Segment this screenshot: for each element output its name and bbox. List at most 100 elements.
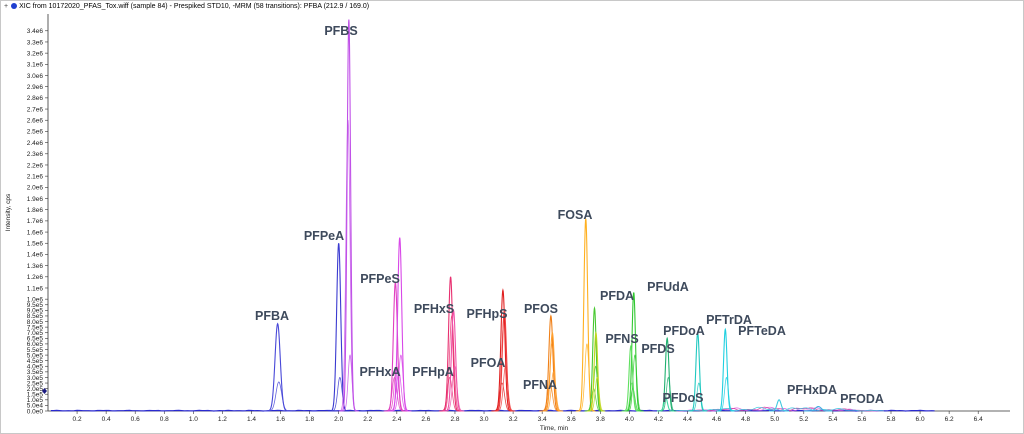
y-tick-label: 7.0e5 bbox=[27, 330, 44, 337]
y-tick-label: 2.8e6 bbox=[27, 95, 44, 102]
peak-trace bbox=[624, 354, 644, 412]
x-tick-label: 2.4 bbox=[392, 416, 401, 423]
peak-label-fosa: FOSA bbox=[558, 208, 593, 222]
y-tick-label: 2.3e6 bbox=[27, 151, 44, 158]
peak-label-pfba: PFBA bbox=[255, 309, 289, 323]
peak-label-pfhxs: PFHxS bbox=[414, 302, 454, 316]
y-tick-label: 1.2e6 bbox=[27, 274, 44, 281]
peak-label-pfuda: PFUdA bbox=[647, 280, 689, 294]
y-tick-label: 2.0e5 bbox=[27, 386, 44, 393]
peak-trace bbox=[387, 371, 412, 412]
y-tick-label: 2.1e6 bbox=[27, 173, 44, 180]
peak-label-pftrda: PFTrDA bbox=[706, 313, 752, 327]
x-tick-label: 2.2 bbox=[363, 416, 372, 423]
x-tick-label: 3.0 bbox=[480, 416, 489, 423]
x-tick-label: 4.2 bbox=[654, 416, 663, 423]
x-tick-label: 1.8 bbox=[305, 416, 314, 423]
peak-label-pfpea: PFPeA bbox=[304, 229, 344, 243]
peak-trace bbox=[716, 327, 734, 412]
y-tick-label: 2.9e6 bbox=[27, 84, 44, 91]
peak-trace bbox=[327, 376, 350, 412]
peak-label-pfna: PFNA bbox=[523, 378, 557, 392]
x-tick-label: 2.0 bbox=[334, 416, 343, 423]
y-tick-label: 1.3e6 bbox=[27, 263, 44, 270]
y-tick-label: 3.0e6 bbox=[27, 73, 44, 80]
y-tick-label: 1.8e6 bbox=[27, 207, 44, 214]
peak-label-group: PFBA PFPeA PFBS PFPeS PFHxA PFHxS PFHpA PFHpS PF… bbox=[255, 24, 884, 406]
y-tick-label: 2.5e5 bbox=[27, 380, 44, 387]
peak-label-pfteda: PFTeDA bbox=[738, 324, 786, 338]
x-tick-label: 6.2 bbox=[945, 416, 954, 423]
x-tick-label: 2.6 bbox=[421, 416, 430, 423]
peak-label-pfhxda: PFHxDA bbox=[787, 383, 837, 397]
x-tick-label: 5.4 bbox=[828, 416, 837, 423]
peak-trace bbox=[541, 371, 564, 412]
peak-trace bbox=[383, 376, 408, 412]
y-tick-label: 1.7e6 bbox=[27, 218, 44, 225]
y-tick-label: 2.5e6 bbox=[27, 129, 44, 136]
x-tick-label: 5.2 bbox=[799, 416, 808, 423]
noise-trace bbox=[673, 406, 884, 412]
peak-trace bbox=[264, 322, 291, 412]
peak-trace bbox=[656, 396, 675, 412]
peak-trace bbox=[585, 365, 604, 412]
x-tick-label: 0.6 bbox=[131, 416, 140, 423]
x-tick-label: 1.0 bbox=[189, 416, 198, 423]
y-tick-label: 5.0e5 bbox=[27, 352, 44, 359]
peak-trace bbox=[339, 354, 359, 412]
peak-label-pfhpa: PFHpA bbox=[412, 365, 454, 379]
peak-trace bbox=[715, 376, 735, 412]
y-tick-label: 8.0e5 bbox=[27, 319, 44, 326]
peak-label-pfos: PFOS bbox=[524, 302, 558, 316]
y-tick-label: 1.0e5 bbox=[27, 397, 44, 404]
y-tick-label: 4.0e5 bbox=[27, 364, 44, 371]
peak-trace bbox=[688, 382, 708, 412]
peak-trace bbox=[388, 354, 411, 412]
x-axis-label: Time, min bbox=[540, 425, 569, 432]
peak-label-pfhxa: PFHxA bbox=[360, 365, 401, 379]
peak-trace bbox=[586, 376, 606, 412]
y-tick-label: 3.5e5 bbox=[27, 369, 44, 376]
x-tick-label: 3.2 bbox=[509, 416, 518, 423]
peak-label-pfoa: PFOA bbox=[471, 356, 506, 370]
x-tick-label: 5.0 bbox=[770, 416, 779, 423]
y-tick-label: 6.0e5 bbox=[27, 341, 44, 348]
y-tick-label: 1.5e6 bbox=[27, 241, 44, 248]
peak-label-pfds: PFDS bbox=[641, 342, 674, 356]
x-tick-label: 4.0 bbox=[625, 416, 634, 423]
y-tick-label: 3.1e6 bbox=[27, 62, 44, 69]
x-tick-label: 6.0 bbox=[916, 416, 925, 423]
peak-label-pfbs: PFBS bbox=[324, 24, 357, 38]
y-tick-label: 5.0e4 bbox=[27, 403, 44, 410]
x-tick-label: 1.6 bbox=[276, 416, 285, 423]
x-tick-label: 4.6 bbox=[712, 416, 721, 423]
x-tick-label: 4.4 bbox=[683, 416, 692, 423]
x-tick-label: 5.8 bbox=[886, 416, 895, 423]
peak-label-pfdos: PFDoS bbox=[663, 391, 704, 405]
peak-trace bbox=[540, 314, 562, 412]
peak-trace bbox=[621, 382, 641, 412]
x-tick-label: 0.8 bbox=[160, 416, 169, 423]
trace-group bbox=[50, 19, 935, 412]
peak-trace bbox=[768, 399, 789, 412]
x-tick-label: 4.8 bbox=[741, 416, 750, 423]
y-tick-label: 1.5e5 bbox=[27, 392, 44, 399]
peak-label-pfoda: PFODA bbox=[840, 392, 884, 406]
y-tick-label: 2.2e6 bbox=[27, 162, 44, 169]
x-tick-label: 3.4 bbox=[538, 416, 547, 423]
peak-trace bbox=[493, 365, 516, 412]
x-tick-label: 1.2 bbox=[218, 416, 227, 423]
peak-label-pfdoa: PFDoA bbox=[663, 324, 705, 338]
axes: 0.0e05.0e41.0e51.5e52.0e52.5e53.0e53.5e5… bbox=[5, 14, 1010, 432]
expand-icon[interactable]: + bbox=[4, 3, 9, 10]
peak-label-pfda: PFDA bbox=[600, 289, 634, 303]
y-tick-label: 6.5e5 bbox=[27, 336, 44, 343]
x-tick-label: 0.2 bbox=[73, 416, 82, 423]
y-tick-label: 3.2e6 bbox=[27, 50, 44, 57]
peak-label-pfns: PFNS bbox=[605, 332, 638, 346]
y-tick-label: 1.9e6 bbox=[27, 196, 44, 203]
peak-label-pfpes: PFPeS bbox=[360, 272, 400, 286]
y-tick-label: 1.4e6 bbox=[27, 252, 44, 259]
